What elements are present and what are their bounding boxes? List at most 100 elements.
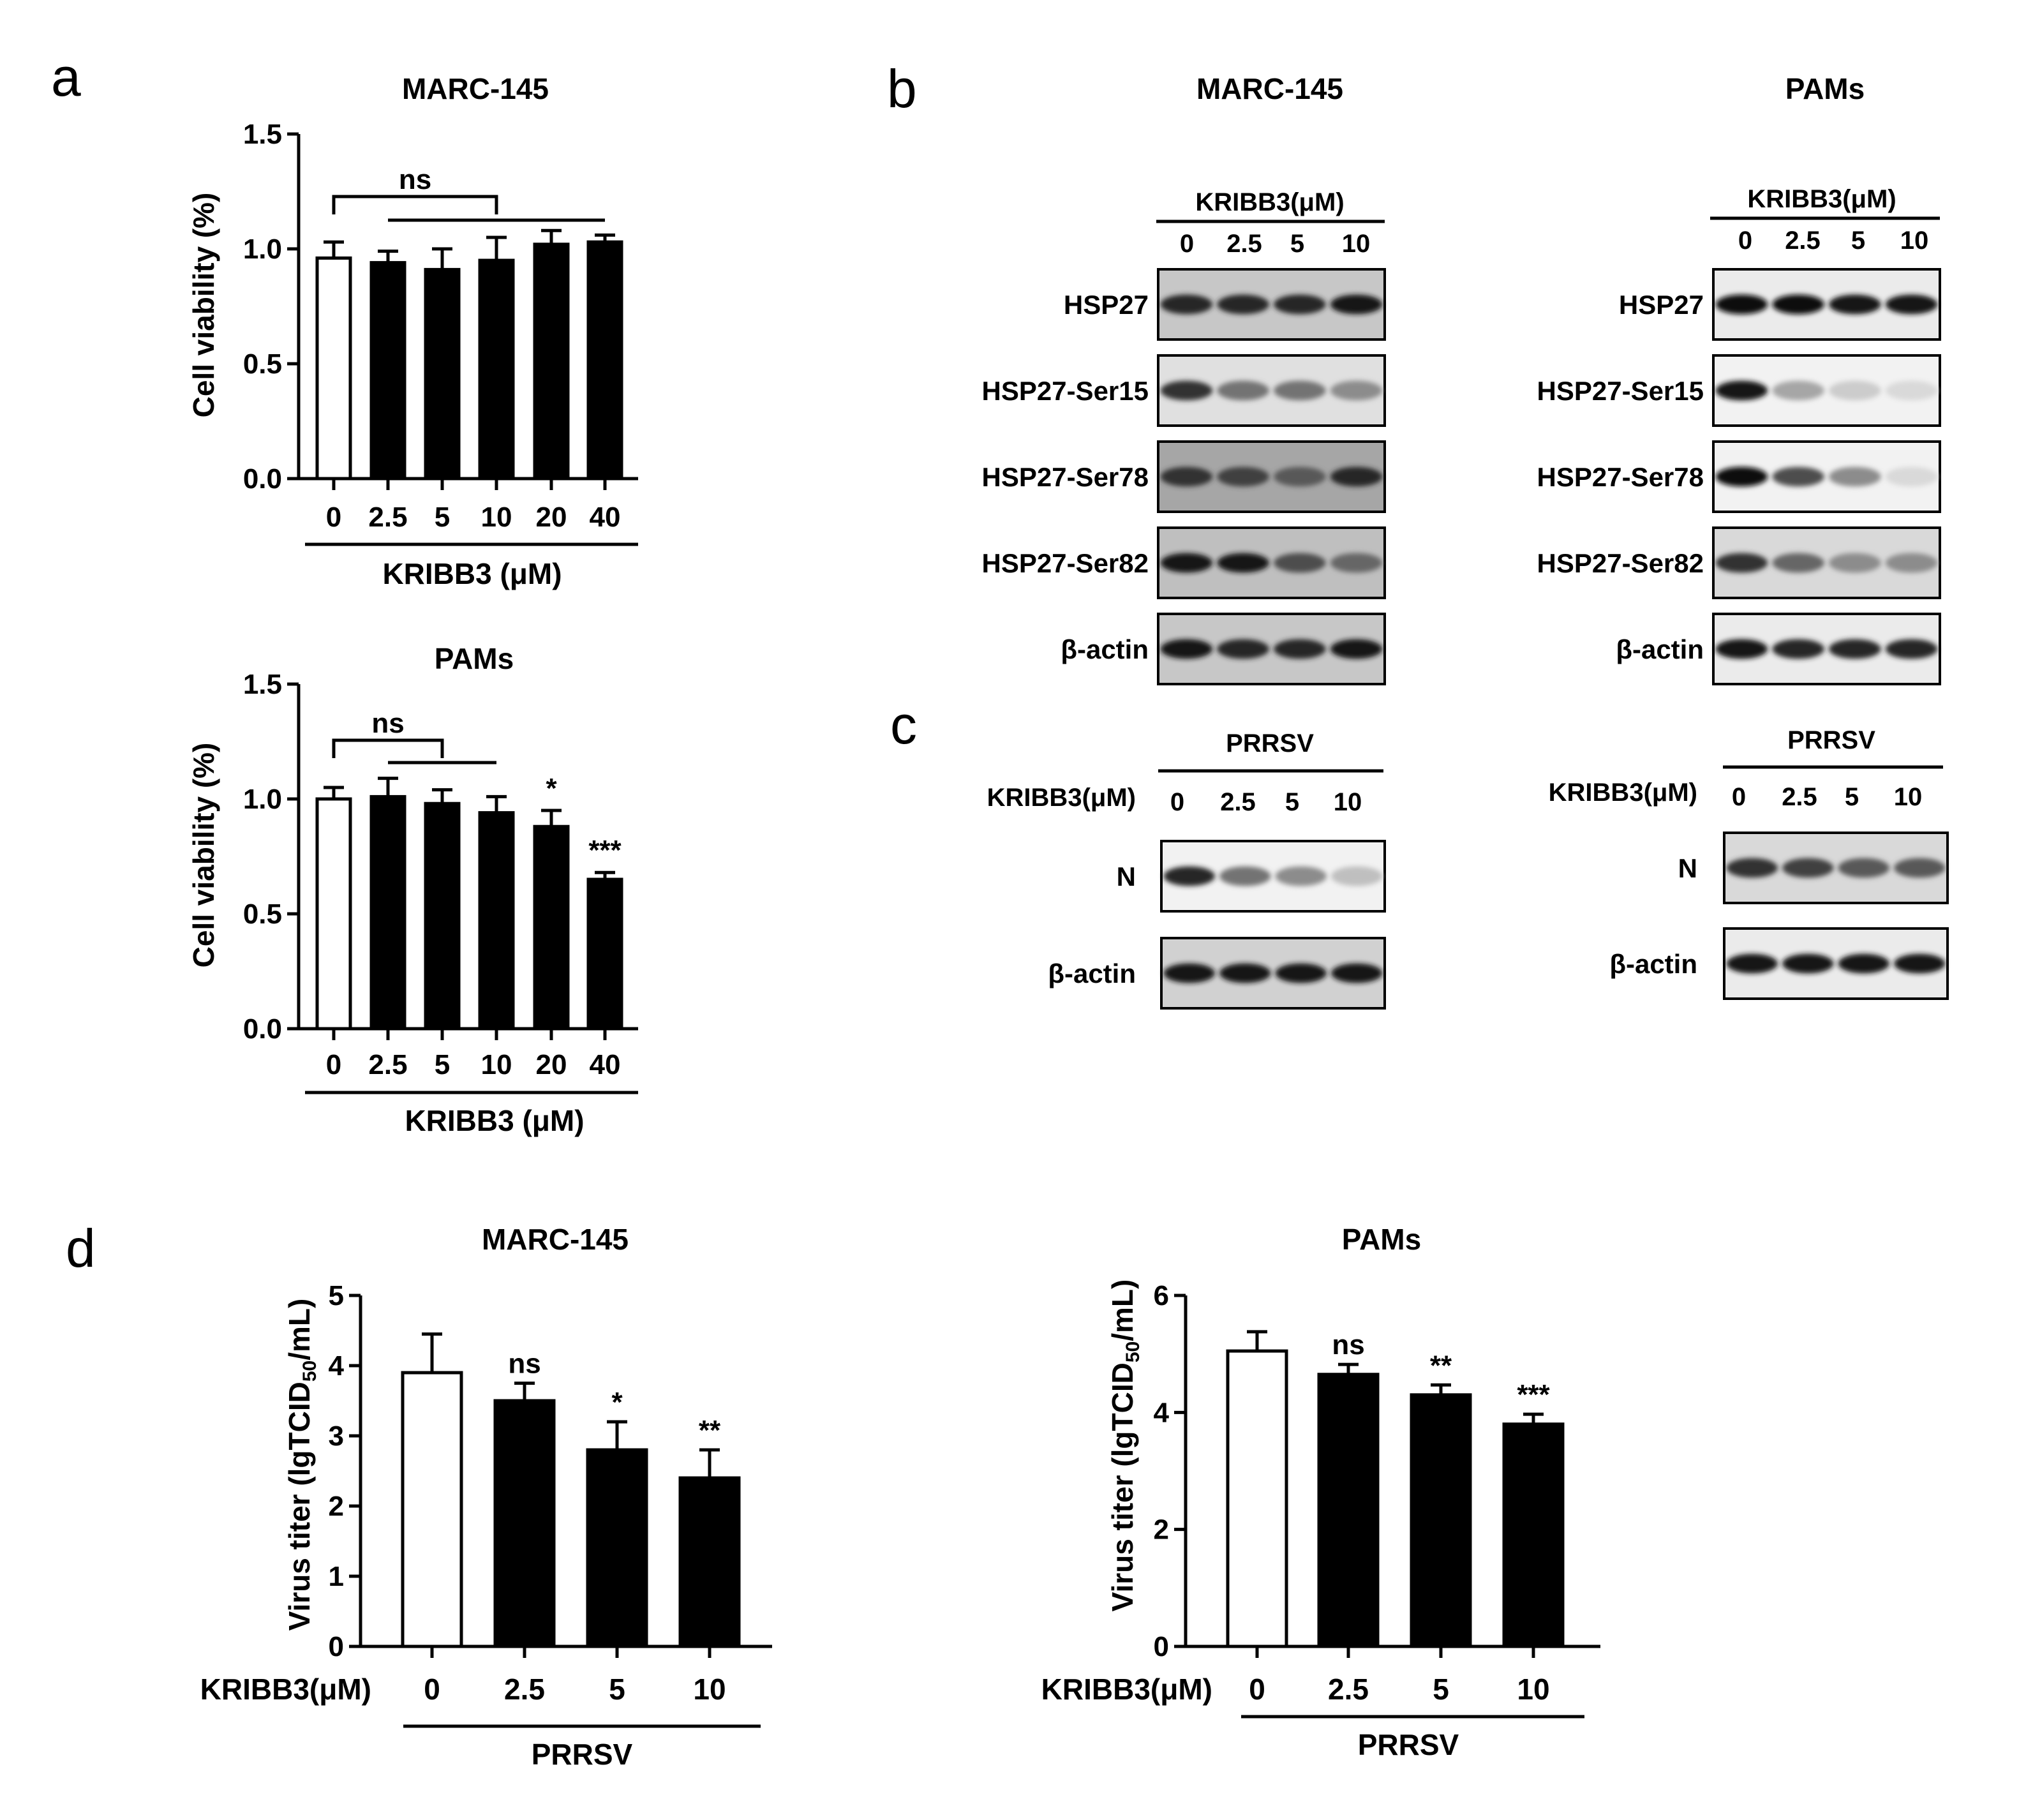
chart-d-pams: PAMs Virus titer (lgTCID50/mL) KRIBB3(μM…	[1041, 1223, 1600, 1761]
y-tick-label: 5	[329, 1280, 344, 1311]
x-tick-label: 10	[693, 1673, 726, 1706]
blot-row-label: β-actin	[1616, 634, 1704, 664]
lane-label: 5	[1285, 788, 1299, 816]
lane-label: 10	[1334, 788, 1362, 816]
blot-title: PAMs	[1785, 72, 1865, 105]
significance-label: *	[546, 773, 557, 804]
blot-row-label: N	[1117, 862, 1136, 891]
chart-a-marc145: MARC-145 Cell viability (%) KRIBB3 (μM) …	[187, 72, 638, 590]
lane-label: 10	[1900, 227, 1929, 255]
blot-b-pams: PAMs KRIBB3(μM) 0 2.5 5 10 HSP27 HSP27-Ser15 H…	[1537, 72, 1941, 685]
lane-label: 5	[1851, 227, 1865, 255]
x-tick-label: 0	[326, 1049, 341, 1080]
blot-row-label: HSP27-Ser82	[1537, 548, 1704, 578]
y-tick-label: 0.0	[243, 1013, 282, 1045]
blot-band	[1274, 380, 1326, 401]
blot-band	[1772, 380, 1824, 401]
blot-band	[1274, 639, 1326, 659]
y-tick-label: 2	[329, 1491, 344, 1522]
x-tick-label: 10	[481, 1049, 512, 1080]
row-label: KRIBB3(μM)	[200, 1673, 371, 1706]
blot-band	[1331, 963, 1383, 983]
y-tick-label: 6	[1154, 1280, 1169, 1311]
lane-label: 0	[1738, 227, 1752, 255]
blot-band	[1275, 866, 1327, 886]
y-tick-label: 1	[329, 1561, 344, 1592]
bar	[424, 802, 461, 1031]
x-tick-label: 0	[1249, 1673, 1265, 1706]
significance-label: ***	[588, 835, 622, 866]
bar	[1317, 1373, 1380, 1648]
blot-band	[1217, 639, 1269, 659]
blot-row-label: β-actin	[1609, 949, 1697, 979]
lane-label: 5	[1845, 783, 1859, 811]
lane-label: 2.5	[1226, 230, 1262, 258]
bar	[424, 267, 461, 481]
x-tick-label: 0	[424, 1673, 440, 1706]
panel-letter-b: b	[887, 59, 917, 119]
blot-band	[1217, 294, 1269, 315]
blot-band	[1160, 639, 1213, 659]
lane-label: 10	[1342, 230, 1371, 258]
x-tick-label: 2.5	[504, 1673, 545, 1706]
bar	[315, 797, 352, 1031]
bar	[315, 256, 352, 481]
blot-band	[1715, 294, 1768, 315]
significance-label: **	[1430, 1350, 1452, 1381]
panel-letter-d: d	[66, 1218, 96, 1278]
blot-band	[1160, 380, 1213, 401]
x-tick-label: 40	[590, 502, 621, 533]
blot-band	[1772, 639, 1824, 659]
chart-d-marc145: MARC-145 Virus titer (lgTCID50/mL) KRIBB…	[200, 1223, 772, 1771]
y-label-subscript: 50	[299, 1361, 320, 1382]
y-tick-label: 1.5	[243, 119, 282, 150]
row-header: KRIBB3(μM)	[987, 784, 1136, 812]
y-tick-label: 0.0	[243, 463, 282, 495]
blot-band	[1838, 953, 1889, 974]
y-tick-label: 4	[1154, 1397, 1170, 1428]
significance-label: **	[699, 1415, 721, 1446]
blot-band	[1715, 639, 1768, 659]
y-label-main: Virus titer (lgTCID	[283, 1382, 316, 1630]
x-tick-label: 20	[536, 1049, 567, 1080]
significance-label: ns	[1332, 1329, 1364, 1361]
y-label-end: /mL)	[1106, 1279, 1139, 1341]
blot-band	[1330, 380, 1383, 401]
row-label: KRIBB3(μM)	[1041, 1673, 1212, 1706]
blot-band	[1219, 963, 1271, 983]
blot-band	[1829, 466, 1881, 487]
blot-band	[1275, 963, 1327, 983]
blot-b-marc145: MARC-145 KRIBB3(μM) 0 2.5 5 10 HSP27 HSP27-Se…	[982, 72, 1386, 685]
blot-band	[1163, 866, 1215, 886]
blot-band	[1217, 553, 1269, 573]
bracket-label: ns	[371, 708, 404, 739]
bar	[678, 1476, 741, 1648]
blot-band	[1829, 380, 1881, 401]
blot-band	[1274, 294, 1326, 315]
x-tick-label: 2.5	[1328, 1673, 1369, 1706]
chart-a-pams: PAMs Cell viability (%) KRIBB3 (μM) 0.0 0…	[187, 642, 638, 1137]
blot-band	[1715, 553, 1768, 573]
y-tick-label: 1.0	[243, 784, 282, 815]
blot-row-label: β-actin	[1061, 634, 1149, 664]
x-tick-label: 20	[536, 502, 567, 533]
bar	[369, 261, 406, 481]
x-tick-label: 10	[1517, 1673, 1549, 1706]
chart-title: MARC-145	[402, 72, 549, 105]
blot-band	[1330, 294, 1383, 315]
blot-band	[1160, 294, 1213, 315]
bar	[401, 1371, 463, 1648]
bar	[586, 240, 623, 481]
blot-band	[1829, 639, 1881, 659]
y-axis-label: Virus titer (lgTCID50/mL)	[1106, 1279, 1144, 1612]
blot-row-label: HSP27-Ser78	[1537, 462, 1704, 492]
blot-header: PRRSV	[1787, 726, 1875, 754]
chart-title: PAMs	[1342, 1223, 1421, 1256]
blot-row-label: HSP27	[1064, 290, 1149, 320]
y-tick-label: 3	[329, 1421, 344, 1452]
y-label-subscript: 50	[1122, 1341, 1144, 1362]
bar	[533, 824, 570, 1031]
blot-band	[1274, 553, 1326, 573]
blot-c-marc145: PRRSV KRIBB3(μM) 0 2.5 5 10 Nβ-actin	[987, 729, 1386, 1010]
